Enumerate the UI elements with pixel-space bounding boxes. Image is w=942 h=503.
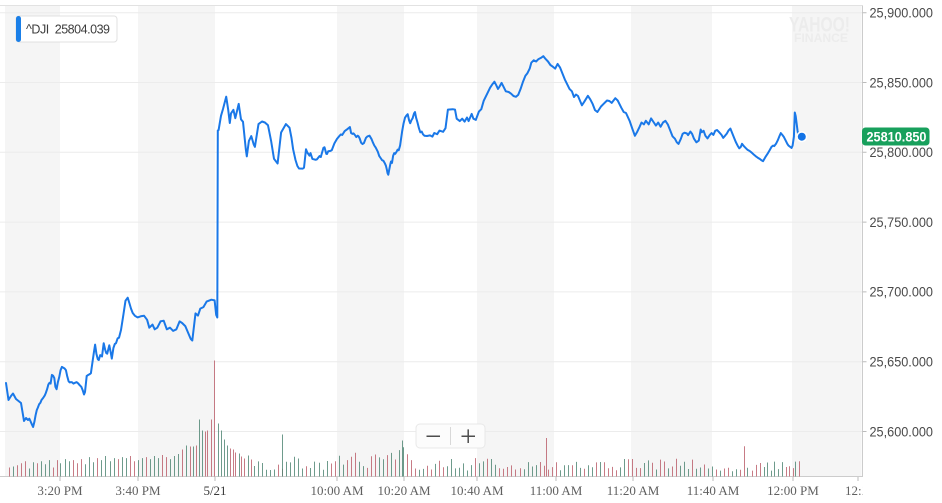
svg-text:^DJI 25804.039: ^DJI 25804.039 (26, 23, 110, 37)
svg-text:5/21: 5/21 (203, 483, 226, 498)
svg-text:25,650.000: 25,650.000 (870, 355, 934, 370)
svg-text:FINANCE: FINANCE (794, 33, 848, 45)
svg-text:11:20 AM: 11:20 AM (607, 483, 660, 498)
svg-text:25,850.000: 25,850.000 (870, 75, 934, 90)
svg-text:3:20 PM: 3:20 PM (37, 483, 83, 498)
svg-text:YAHOO!: YAHOO! (789, 14, 850, 37)
svg-text:3:40 PM: 3:40 PM (115, 483, 161, 498)
svg-text:25,700.000: 25,700.000 (870, 285, 934, 300)
svg-text:11:00 AM: 11:00 AM (530, 483, 583, 498)
svg-text:25,600.000: 25,600.000 (870, 424, 934, 439)
svg-text:10:20 AM: 10:20 AM (377, 483, 431, 498)
svg-text:10:00 AM: 10:00 AM (310, 483, 364, 498)
svg-text:25,750.000: 25,750.000 (870, 215, 934, 230)
svg-text:10:40 AM: 10:40 AM (450, 483, 504, 498)
svg-text:12:00 PM: 12:00 PM (767, 483, 819, 498)
svg-text:25,900.000: 25,900.000 (870, 6, 934, 21)
svg-text:25810.850: 25810.850 (867, 130, 927, 145)
svg-text:12:2: 12:2 (845, 483, 868, 498)
svg-text:11:40 AM: 11:40 AM (687, 483, 740, 498)
svg-text:25,800.000: 25,800.000 (870, 145, 934, 160)
